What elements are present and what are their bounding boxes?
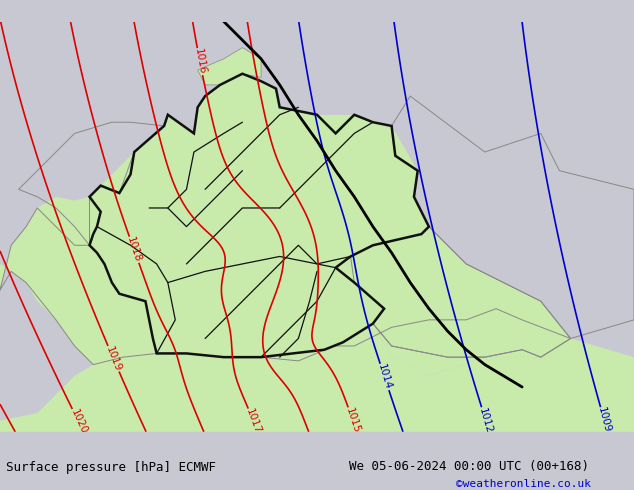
Text: 1014: 1014: [376, 363, 393, 391]
Text: ©weatheronline.co.uk: ©weatheronline.co.uk: [456, 480, 592, 490]
Polygon shape: [0, 323, 634, 432]
Text: 1017: 1017: [244, 407, 263, 436]
Polygon shape: [198, 48, 261, 85]
Polygon shape: [0, 74, 571, 376]
Polygon shape: [89, 74, 429, 357]
Text: 1015: 1015: [344, 406, 362, 435]
Text: 1019: 1019: [104, 344, 123, 373]
Text: 1012: 1012: [477, 406, 494, 435]
Text: We 05-06-2024 00:00 UTC (00+168): We 05-06-2024 00:00 UTC (00+168): [349, 460, 589, 473]
Text: 1020: 1020: [68, 408, 89, 436]
Polygon shape: [0, 22, 220, 189]
Text: Surface pressure [hPa] ECMWF: Surface pressure [hPa] ECMWF: [6, 462, 216, 474]
Text: 1018: 1018: [126, 236, 143, 264]
Polygon shape: [0, 22, 18, 189]
Text: 1016: 1016: [193, 48, 207, 75]
Polygon shape: [242, 22, 634, 152]
Text: 1009: 1009: [596, 407, 612, 435]
